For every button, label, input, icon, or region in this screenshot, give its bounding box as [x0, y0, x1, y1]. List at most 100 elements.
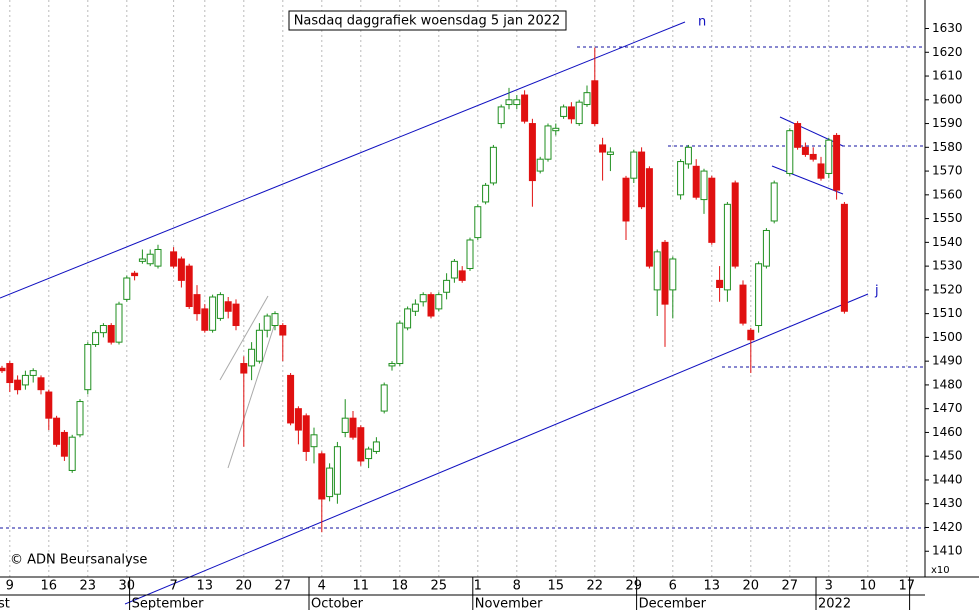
trend-label: n: [698, 15, 706, 30]
candle-body: [232, 303, 240, 327]
candle-body: [794, 123, 802, 148]
x-tick-label: 20: [236, 579, 253, 594]
candle-body: [762, 229, 770, 267]
candle-body: [731, 182, 739, 267]
candle-body: [60, 431, 68, 457]
candle-body: [606, 151, 614, 155]
x-tick-label: 25: [431, 579, 448, 594]
x-tick-label: 17: [899, 579, 916, 594]
x-tick-label: 18: [392, 579, 409, 594]
candle-body: [419, 294, 427, 303]
candle-body: [349, 417, 357, 438]
candle-body: [809, 153, 817, 160]
candle-body: [123, 277, 131, 300]
candle-body: [248, 348, 256, 367]
candle-body: [770, 182, 778, 222]
candle-body: [700, 170, 708, 201]
title-box: [288, 10, 567, 31]
chart-title: Nasdaq daggrafiek woensdag 5 jan 2022: [294, 14, 561, 29]
candle-body: [622, 177, 630, 222]
candle-body: [505, 99, 513, 106]
x-tick-label: 7: [169, 579, 177, 594]
x-tick-label: 29: [626, 579, 643, 594]
y-tick-label: 1550: [932, 211, 963, 225]
x-tick-label: 30: [119, 579, 136, 594]
candle-body: [466, 239, 474, 269]
candle-body: [747, 329, 755, 341]
candle-body: [53, 417, 61, 445]
candle-body: [0, 367, 6, 372]
candle-body: [92, 332, 100, 346]
candle-body: [552, 127, 560, 132]
candle-body: [599, 144, 607, 153]
x-tick-label: 13: [704, 579, 721, 594]
candle-body: [497, 106, 505, 125]
x-tick-label: 4: [318, 579, 326, 594]
candle-body: [669, 258, 677, 291]
candle-body: [489, 146, 497, 184]
candle-body: [146, 253, 154, 265]
candle-body: [138, 258, 146, 262]
candle-body: [786, 130, 794, 174]
x-tick-label: 6: [669, 579, 677, 594]
candle-body: [263, 315, 271, 331]
month-label: 2022: [818, 597, 851, 610]
candle-body: [560, 106, 568, 117]
candle-body: [287, 374, 295, 424]
candle-body: [482, 184, 490, 203]
candle-body: [591, 80, 599, 125]
candle-body: [630, 151, 638, 179]
candle-body: [458, 270, 466, 281]
candle-body: [708, 177, 716, 243]
candles: [0, 47, 848, 533]
candle-body: [240, 363, 248, 374]
y-tick-label: 1630: [932, 21, 963, 35]
candle-body: [723, 203, 731, 291]
candle-body: [216, 294, 224, 319]
x-tick-label: 27: [782, 579, 799, 594]
x-tick-label: 3: [825, 579, 833, 594]
candle-body: [443, 279, 451, 293]
candle-body: [177, 258, 185, 281]
y-tick-label: 1430: [932, 496, 963, 510]
candle-body: [513, 99, 521, 106]
candle-body: [692, 165, 700, 198]
y-tick-label: 1540: [932, 235, 963, 249]
y-tick-label: 1570: [932, 164, 963, 178]
month-label: December: [639, 597, 707, 610]
wedge-line: [779, 116, 844, 147]
candle-body: [185, 265, 193, 308]
candle-body: [271, 313, 279, 327]
y-tick-label: 1470: [932, 401, 963, 415]
candle-body: [536, 158, 544, 172]
candle-body: [21, 374, 29, 386]
candle-body: [435, 294, 443, 310]
y-tick-label: 1590: [932, 116, 963, 130]
candle-body: [365, 448, 373, 460]
candle-body: [326, 467, 334, 498]
candle-body: [575, 101, 583, 125]
flag-line: [219, 295, 269, 381]
month-label: September: [132, 597, 205, 610]
candle-body: [661, 241, 669, 305]
x-tick-label: 16: [41, 579, 58, 594]
upper-channel: [0, 21, 686, 299]
candle-body: [521, 94, 529, 122]
candle-body: [380, 384, 388, 412]
candle-body: [115, 303, 123, 343]
candle-body: [14, 379, 22, 391]
y-tick-label: 1580: [932, 140, 963, 154]
flag-line: [227, 319, 277, 469]
candle-body: [84, 344, 92, 391]
candle-body: [404, 308, 412, 329]
candle-body: [833, 134, 841, 191]
candle-body: [310, 434, 318, 448]
wedge-line: [771, 165, 844, 195]
x-tick-label: 1: [474, 579, 482, 594]
candle-body: [29, 370, 37, 376]
x-tick-label: 8: [513, 579, 521, 594]
y-tick-label: 1620: [932, 45, 963, 59]
candle-body: [224, 301, 232, 312]
y-tick-label: 1440: [932, 472, 963, 486]
y-unit: x10: [931, 565, 950, 576]
